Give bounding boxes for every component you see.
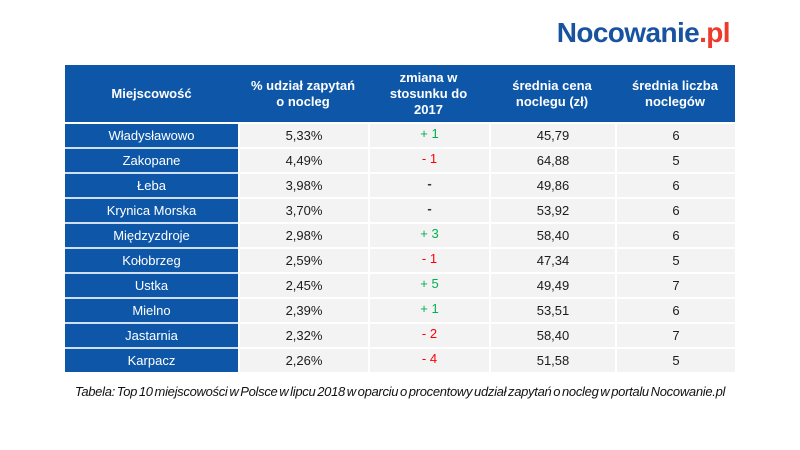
nights-cell: 5 bbox=[615, 247, 735, 272]
share-cell: 3,70% bbox=[238, 197, 368, 222]
place-cell: Międzyzdroje bbox=[65, 222, 238, 247]
share-cell: 2,59% bbox=[238, 247, 368, 272]
column-header-miejscowosc: Miejscowość bbox=[111, 85, 192, 101]
share-cell: 4,49% bbox=[238, 147, 368, 172]
table-row: Jastarnia 2,32% - 2 58,40 7 bbox=[65, 322, 735, 347]
nights-cell: 6 bbox=[615, 122, 735, 147]
table-row: Łeba 3,98% -49,86 6 bbox=[65, 172, 735, 197]
table-body: Władysławowo 5,33% + 1 45,79 6 Zakopane 4,49% -… bbox=[65, 122, 735, 372]
table-header-row: Miejscowość % udział zapytań o nocleg zm… bbox=[65, 65, 735, 122]
change-cell: - 2 bbox=[368, 322, 489, 347]
place-cell: Łeba bbox=[65, 172, 238, 197]
share-cell: 2,26% bbox=[238, 347, 368, 372]
nights-cell: 5 bbox=[615, 347, 735, 372]
price-cell: 53,92 bbox=[489, 197, 615, 222]
logo-tld-text: .pl bbox=[699, 17, 730, 48]
share-cell: 2,39% bbox=[238, 297, 368, 322]
table-row: Mielno 2,39% + 1 53,51 6 bbox=[65, 297, 735, 322]
change-cell: - bbox=[368, 172, 489, 197]
place-cell: Kołobrzeg bbox=[65, 247, 238, 272]
table-row: Władysławowo 5,33% + 1 45,79 6 bbox=[65, 122, 735, 147]
price-cell: 58,40 bbox=[489, 222, 615, 247]
change-cell: - 1 bbox=[368, 247, 489, 272]
place-cell: Ustka bbox=[65, 272, 238, 297]
nights-cell: 6 bbox=[615, 297, 735, 322]
nights-cell: 7 bbox=[615, 272, 735, 297]
place-cell: Władysławowo bbox=[65, 122, 238, 147]
table-row: Krynica Morska 3,70% -53,92 6 bbox=[65, 197, 735, 222]
place-cell: Mielno bbox=[65, 297, 238, 322]
nights-cell: 7 bbox=[615, 322, 735, 347]
price-cell: 47,34 bbox=[489, 247, 615, 272]
column-header-zmiana: zmiana w stosunku do 2017 bbox=[389, 69, 468, 117]
change-cell: + 3 bbox=[368, 222, 489, 247]
price-cell: 51,58 bbox=[489, 347, 615, 372]
top10-table: Miejscowość % udział zapytań o nocleg zm… bbox=[65, 65, 735, 372]
column-header-udzial-zapytan: % udział zapytań o nocleg bbox=[250, 77, 356, 109]
nights-cell: 6 bbox=[615, 197, 735, 222]
table-row: Ustka 2,45% + 5 49,49 7 bbox=[65, 272, 735, 297]
change-cell: + 1 bbox=[368, 297, 489, 322]
table-caption: Tabela: Top 10 miejscowości w Polsce w l… bbox=[74, 384, 726, 399]
place-cell: Karpacz bbox=[65, 347, 238, 372]
share-cell: 5,33% bbox=[238, 122, 368, 147]
place-cell: Zakopane bbox=[65, 147, 238, 172]
price-cell: 53,51 bbox=[489, 297, 615, 322]
change-cell: + 1 bbox=[368, 122, 489, 147]
nocowanie-logo: Nocowanie.pl bbox=[556, 17, 731, 49]
price-cell: 49,49 bbox=[489, 272, 615, 297]
place-cell: Jastarnia bbox=[65, 322, 238, 347]
change-cell: - 4 bbox=[368, 347, 489, 372]
nights-cell: 5 bbox=[615, 147, 735, 172]
table-row: Międzyzdroje 2,98% + 3 58,40 6 bbox=[65, 222, 735, 247]
share-cell: 2,98% bbox=[238, 222, 368, 247]
column-header-srednia-cena: średnia cena noclegu (zł) bbox=[512, 77, 592, 109]
price-cell: 45,79 bbox=[489, 122, 615, 147]
logo-brand-text: Nocowanie bbox=[556, 17, 700, 48]
nights-cell: 6 bbox=[615, 172, 735, 197]
share-cell: 2,32% bbox=[238, 322, 368, 347]
table-row: Zakopane 4,49% - 1 64,88 5 bbox=[65, 147, 735, 172]
table-row: Kołobrzeg 2,59% - 1 47,34 5 bbox=[65, 247, 735, 272]
column-header-srednia-liczba: średnia liczba noclegów bbox=[632, 77, 718, 109]
change-cell: - bbox=[368, 197, 489, 222]
share-cell: 3,98% bbox=[238, 172, 368, 197]
price-cell: 58,40 bbox=[489, 322, 615, 347]
change-cell: + 5 bbox=[368, 272, 489, 297]
nights-cell: 6 bbox=[615, 222, 735, 247]
price-cell: 64,88 bbox=[489, 147, 615, 172]
change-cell: - 1 bbox=[368, 147, 489, 172]
place-cell: Krynica Morska bbox=[65, 197, 238, 222]
table-row: Karpacz 2,26% - 4 51,58 5 bbox=[65, 347, 735, 372]
share-cell: 2,45% bbox=[238, 272, 368, 297]
price-cell: 49,86 bbox=[489, 172, 615, 197]
